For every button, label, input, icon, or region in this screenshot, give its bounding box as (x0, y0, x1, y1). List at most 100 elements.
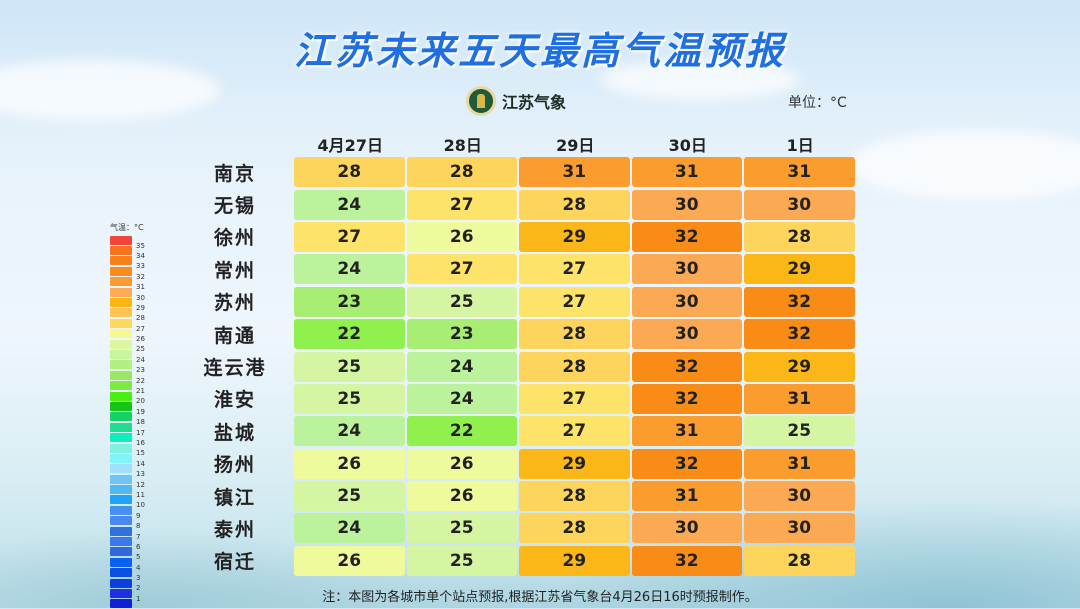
temperature-cell: 30 (631, 513, 742, 544)
legend-item: 10 (110, 501, 145, 515)
legend-item: 19 (110, 408, 145, 422)
temperature-cell: 31 (631, 416, 742, 447)
legend-swatch (110, 547, 132, 557)
legend-swatch (110, 485, 132, 495)
legend-label: 31 (136, 283, 145, 292)
temperature-cell: 28 (519, 513, 630, 544)
column-header: 30日 (668, 136, 707, 155)
legend-swatch (110, 443, 132, 453)
temperature-cell: 24 (294, 416, 405, 447)
column-header: 28日 (443, 136, 482, 155)
legend-swatch (110, 256, 132, 266)
city-name: 连云港 (203, 357, 267, 380)
temperature-cell: 30 (631, 189, 742, 220)
column-header: 4月27日 (317, 136, 383, 155)
table-row: 淮安 25 24 27 32 31 (190, 383, 857, 415)
temperature-cell: 24 (294, 189, 405, 220)
legend-item: 3 (110, 574, 145, 588)
logo: 江苏气象 (466, 86, 566, 116)
temperature-cell: 32 (744, 286, 855, 317)
temperature-cell: 29 (519, 221, 630, 252)
temperature-cell: 25 (294, 481, 405, 512)
temperature-cell: 30 (631, 254, 742, 285)
legend-label: 32 (136, 272, 145, 281)
table-row: 连云港 25 24 28 32 29 (190, 350, 857, 382)
legend-label: 34 (136, 251, 145, 260)
temperature-cell: 30 (631, 286, 742, 317)
legend-item: 24 (110, 356, 145, 370)
legend-swatch (110, 308, 132, 318)
city-name: 宿迁 (213, 551, 256, 574)
temperature-cell: 27 (519, 383, 630, 414)
legend-label: 35 (136, 241, 145, 250)
legend-swatch (110, 370, 132, 380)
temperature-cell: 32 (744, 319, 855, 350)
legend-label: 27 (136, 324, 145, 333)
legend-label: 18 (136, 418, 145, 427)
legend-swatch (110, 266, 132, 276)
table-row: 苏州 23 25 27 30 32 (190, 286, 857, 318)
table-row: 常州 24 27 27 30 29 (190, 253, 857, 285)
legend-swatch (110, 453, 132, 463)
legend-swatch (110, 433, 132, 443)
temperature-cell: 23 (406, 319, 517, 350)
legend-item: 18 (110, 418, 145, 432)
legend-label: 26 (136, 335, 145, 344)
temperature-cell: 25 (294, 351, 405, 382)
temperature-cell: 31 (631, 481, 742, 512)
legend-swatch (110, 391, 132, 401)
temperature-cell: 29 (744, 351, 855, 382)
legend-item: 15 (110, 449, 145, 463)
table-row: 镇江 25 26 28 31 30 (190, 480, 857, 512)
legend-swatch (110, 246, 132, 256)
temperature-cell: 25 (294, 383, 405, 414)
legend-item: 28 (110, 314, 145, 328)
legend-item: 4 (110, 564, 145, 578)
legend-swatch (110, 235, 132, 245)
legend-item: 30 (110, 293, 145, 308)
temperature-cell: 29 (519, 448, 630, 479)
temperature-cell: 27 (519, 254, 630, 285)
temperature-cell: 27 (519, 416, 630, 447)
temperature-cell: 28 (294, 157, 405, 188)
city-name: 南通 (213, 324, 256, 347)
cloud (0, 60, 220, 120)
temperature-cell: 24 (294, 254, 405, 285)
legend-label: 14 (136, 459, 145, 468)
temperature-cell: 23 (294, 286, 405, 317)
table-row: 徐州 27 26 29 32 28 (190, 221, 857, 253)
temperature-cell: 28 (519, 351, 630, 382)
color-legend: 气温：°C 35 34 33 32 31 30 29 28 27 26 25 24 23 22 21 20 19… (110, 222, 145, 609)
legend-label: 11 (136, 490, 145, 499)
legend-item: 22 (110, 377, 145, 391)
legend-label: 13 (136, 470, 145, 479)
temperature-cell: 25 (406, 286, 517, 317)
legend-label: 30 (136, 293, 145, 302)
temperature-cell: 27 (294, 221, 405, 252)
city-name: 扬州 (213, 454, 256, 477)
legend-label: 23 (136, 366, 145, 375)
city-name: 泰州 (213, 518, 256, 541)
legend-swatch (110, 557, 132, 567)
legend-item: 2 (110, 584, 145, 598)
legend-item: 31 (110, 283, 145, 297)
legend-swatch (110, 537, 132, 547)
legend-swatch (110, 277, 132, 287)
column-headers: 4月27日 28日 29日 30日 1日 (294, 132, 857, 156)
temperature-cell: 31 (631, 157, 742, 188)
legend-label: 20 (136, 397, 145, 406)
temperature-cell: 24 (406, 383, 517, 414)
legend-label: 5 (136, 553, 141, 562)
temperature-cell: 22 (294, 319, 405, 350)
legend-swatch (110, 401, 132, 411)
legend-label: 33 (136, 262, 145, 271)
legend-label: 24 (136, 355, 145, 364)
temperature-cell: 25 (406, 545, 517, 576)
temperature-cell: 22 (406, 416, 517, 447)
footnote: 注：本图为各城市单个站点预报,根据江苏省气象台4月26日16时预报制作。 (322, 590, 758, 605)
city-name: 苏州 (213, 292, 256, 315)
temperature-cell: 28 (406, 157, 517, 188)
legend-item: 27 (110, 325, 145, 339)
temperature-cell: 28 (519, 189, 630, 220)
unit-label: 单位：°C (788, 95, 847, 111)
